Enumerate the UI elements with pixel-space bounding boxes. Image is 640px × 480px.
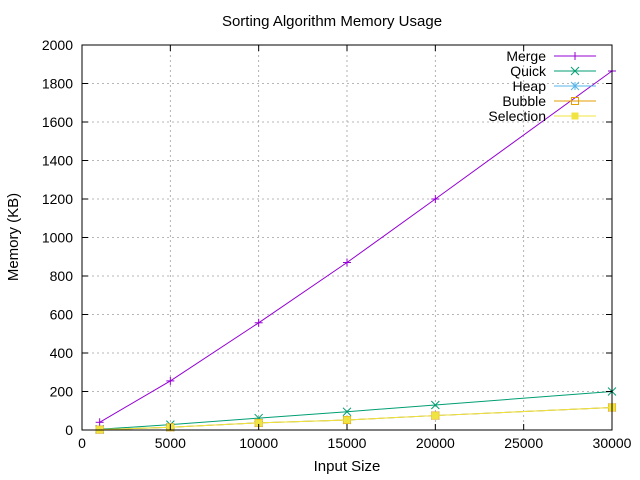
- x-tick-label: 30000: [593, 435, 632, 451]
- x-axis-title: Input Size: [314, 458, 381, 475]
- quick-line: [99, 391, 613, 430]
- merge-point: [95, 418, 104, 427]
- y-tick-label: 1200: [42, 191, 73, 207]
- y-tick-label: 800: [50, 268, 74, 284]
- legend-label: Merge: [506, 48, 546, 64]
- selection-point: [431, 412, 439, 420]
- merge-line: [99, 70, 613, 423]
- legend-label: Bubble: [502, 93, 546, 109]
- x-tick-label: 10000: [239, 435, 278, 451]
- y-axis-title: Memory (KB): [5, 193, 22, 281]
- y-tick-label: 200: [50, 384, 74, 400]
- legend-label: Selection: [488, 108, 546, 124]
- axis-ticks: 0 5000 10000 15000 20000 25000 30000 0 200 400 600…: [42, 37, 632, 451]
- grid-lines: [82, 45, 612, 430]
- quick-point: [430, 400, 440, 410]
- selection-line: [99, 406, 613, 431]
- x-tick-label: 25000: [504, 435, 543, 451]
- legend-marker: [571, 97, 579, 105]
- legend-label: Quick: [510, 63, 547, 79]
- selection-point: [343, 416, 351, 424]
- legend-marker: [570, 81, 580, 91]
- y-tick-label: 600: [50, 307, 74, 323]
- legend-item-heap: Heap: [513, 78, 596, 94]
- y-tick-label: 1600: [42, 114, 73, 130]
- merge-point: [431, 195, 440, 203]
- legend-item-merge: Merge: [506, 48, 596, 64]
- legend-item-bubble: Bubble: [502, 93, 596, 109]
- quick-point: [342, 407, 352, 417]
- y-tick-label: 1000: [42, 230, 73, 246]
- legend-marker: [571, 52, 579, 60]
- chart-title: Sorting Algorithm Memory Usage: [222, 13, 442, 30]
- y-tick-label: 400: [50, 345, 74, 361]
- legend-item-selection: Selection: [488, 108, 596, 124]
- legend-label: Heap: [513, 78, 547, 94]
- selection-point: [255, 419, 263, 427]
- merge-point: [343, 258, 351, 267]
- x-tick-label: 0: [78, 435, 86, 451]
- merge-point: [254, 318, 263, 327]
- legend-marker: [571, 112, 579, 120]
- legend-marker: [570, 66, 580, 76]
- y-tick-label: 2000: [42, 37, 73, 53]
- y-tick-label: 0: [65, 422, 73, 438]
- y-tick-label: 1800: [42, 76, 73, 92]
- y-tick-label: 1400: [42, 153, 73, 169]
- merge-point: [166, 376, 175, 385]
- legend-item-quick: Quick: [510, 63, 596, 79]
- x-tick-label: 15000: [328, 435, 367, 451]
- x-tick-label: 20000: [416, 435, 455, 451]
- x-tick-label: 5000: [155, 435, 186, 451]
